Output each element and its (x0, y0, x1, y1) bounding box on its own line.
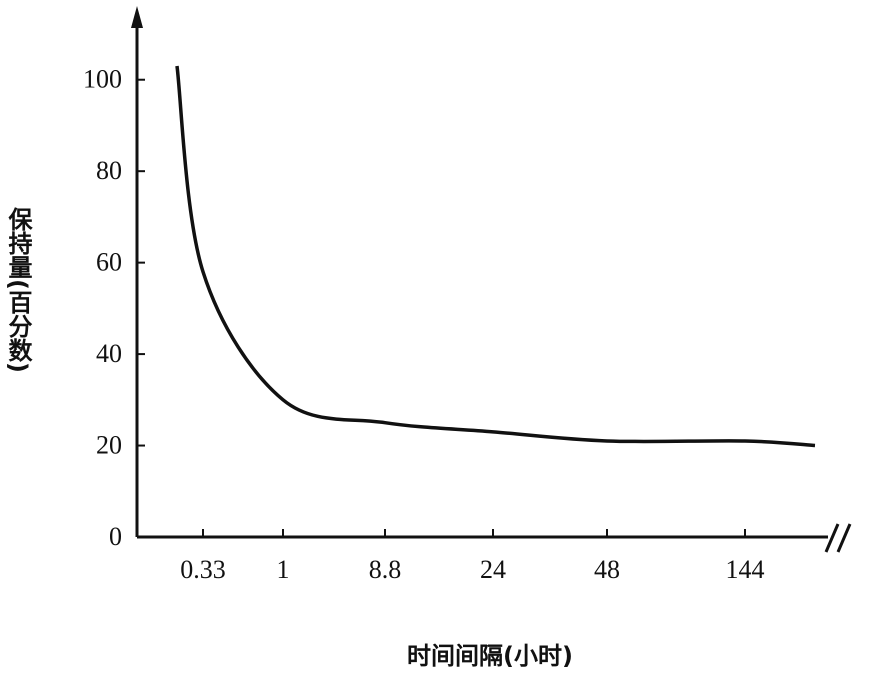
y-axis-label: 保持量(百分数) (4, 207, 33, 373)
x-tick-label: 24 (480, 555, 506, 584)
x-axis-label: 时间间隔(小时) (407, 642, 573, 670)
axis-break (824, 523, 852, 553)
x-tick-label: 1 (277, 555, 290, 584)
y-tick-label: 40 (96, 339, 122, 368)
retention-curve (175, 65, 816, 448)
y-tick-label: 100 (83, 65, 122, 94)
x-tick-label: 8.8 (369, 555, 402, 584)
y-axis-arrow (131, 6, 143, 28)
x-tick-label: 48 (594, 555, 620, 584)
y-tick-label: 80 (96, 156, 122, 185)
y-tick-label: 0 (109, 522, 122, 551)
x-tick-label: 144 (726, 555, 765, 584)
x-tick-label: 0.33 (180, 555, 226, 584)
y-tick-label: 20 (96, 431, 122, 460)
y-tick-label: 60 (96, 248, 122, 277)
